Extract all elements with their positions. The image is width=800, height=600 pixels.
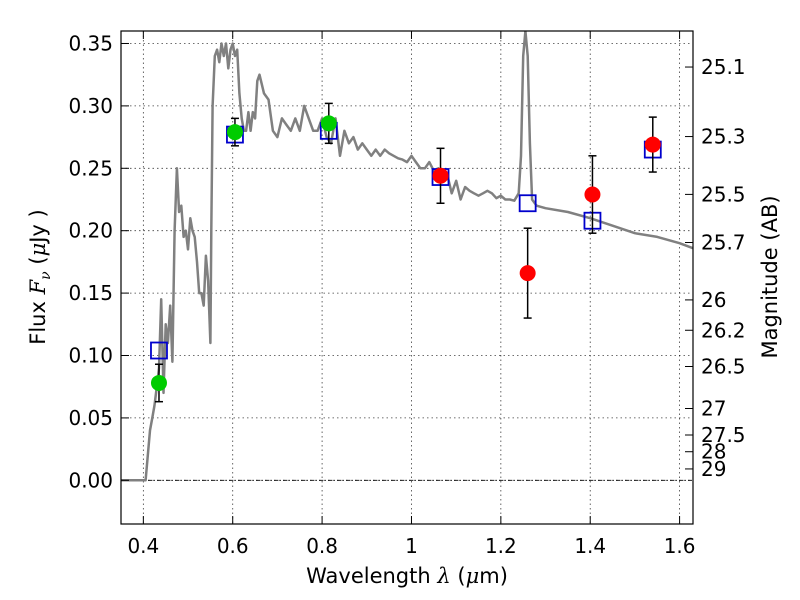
mag-tick-label: 25.7: [701, 230, 746, 254]
y-tick-label: 0.20: [68, 219, 113, 243]
observed-flux-point: [320, 115, 337, 132]
x-tick-label: 1.6: [664, 534, 696, 558]
observed-flux-point: [432, 167, 449, 184]
y-tick-label: 0.05: [68, 406, 113, 430]
mag-tick-label: 29: [701, 457, 726, 481]
y-tick-label: 0.30: [68, 94, 113, 118]
x-axis-label: Wavelength λ (μm): [306, 564, 508, 588]
x-tick-label: 0.8: [306, 534, 338, 558]
observed-flux-point: [519, 265, 536, 282]
plot-frame: [120, 30, 694, 525]
observed-flux-point: [226, 124, 243, 141]
x-axis-ticks: 0.4 0.6 0.8 1 1.2 1.4 1.6: [127, 31, 696, 558]
y-axis-ticks: 0.00 0.05 0.10 0.15 0.20 0.25 0.30 0.35: [68, 31, 129, 492]
mag-tick-label: 25.3: [701, 125, 746, 149]
y-tick-label: 0.10: [68, 344, 113, 368]
mag-tick-label: 26: [701, 288, 726, 312]
mag-tick-label: 25.1: [701, 55, 746, 79]
grid-lines: [121, 31, 693, 524]
observed-flux-point: [150, 374, 167, 391]
mag-tick-label: 28: [701, 440, 726, 464]
y-axis-label: Flux Fν (μJy ): [26, 209, 54, 344]
model-photometry-square: [518, 194, 537, 213]
mag-tick-label: 27.5: [701, 423, 746, 447]
y-tick-label: 0.25: [68, 156, 113, 180]
mag-tick-label: 25.5: [701, 182, 746, 206]
mag-tick-label: 27: [701, 396, 726, 420]
x-tick-label: 1.2: [485, 534, 517, 558]
x-tick-label: 0.6: [217, 534, 249, 558]
x-tick-label: 1: [405, 534, 418, 558]
photometry-markers: [150, 102, 662, 403]
model-spectrum-series: [121, 31, 693, 482]
y-tick-label: 0.00: [68, 468, 113, 492]
observed-flux-point: [644, 136, 661, 153]
x-tick-label: 1.4: [574, 534, 606, 558]
model-photometry-square: [150, 341, 168, 360]
model-spectrum-line: [121, 31, 693, 482]
observed-flux-point: [584, 186, 601, 203]
mag-tick-label: 26.5: [701, 354, 746, 378]
y-tick-label: 0.35: [68, 31, 113, 55]
x-tick-label: 0.4: [127, 534, 159, 558]
mag-tick-label: 26.2: [701, 318, 746, 342]
magnitude-axis-label: Magnitude (AB): [758, 195, 782, 358]
y-tick-label: 0.15: [68, 281, 113, 305]
